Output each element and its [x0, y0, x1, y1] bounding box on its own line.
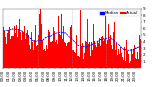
Legend: Median, Actual: Median, Actual	[99, 11, 139, 16]
